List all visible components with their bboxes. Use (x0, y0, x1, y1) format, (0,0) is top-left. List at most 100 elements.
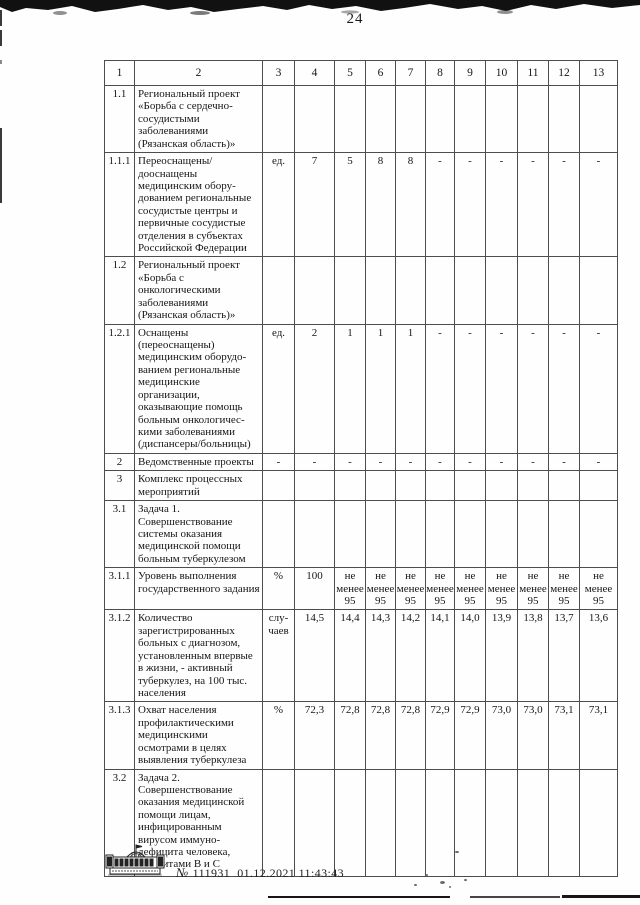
value-cell (334, 470, 366, 502)
value-cell (579, 500, 618, 569)
unit-cell (262, 470, 295, 502)
table-row: 2 Ведомственные проекты - - - - - - - - - - - (104, 452, 618, 472)
value-cell: - (579, 323, 618, 454)
value-cell (395, 84, 426, 154)
indicator-name-cell: Оснащены (переоснащены) медицинским обор… (134, 323, 263, 454)
column-header-cell: 9 (454, 60, 486, 86)
value-cell (579, 768, 618, 877)
scan-noise (464, 879, 467, 881)
value-cell: 7 (294, 152, 335, 258)
value-cell: 1 (334, 323, 366, 454)
column-header-cell: 6 (365, 60, 396, 86)
value-cell: - (548, 323, 580, 454)
value-cell (425, 470, 455, 502)
column-header-row: 1 2 3 4 5 6 7 8 9 10 11 12 13 (104, 60, 618, 86)
value-cell (517, 768, 549, 877)
value-cell: 14,3 (365, 609, 396, 703)
value-cell: - (365, 452, 396, 472)
value-cell (548, 500, 580, 569)
value-cell (395, 768, 426, 877)
unit-cell (262, 500, 295, 569)
column-header-cell: 2 (134, 60, 263, 86)
value-cell (425, 256, 455, 325)
value-cell (454, 470, 486, 502)
value-cell (517, 256, 549, 325)
value-cell: 72,8 (365, 701, 396, 770)
value-cell: 72,8 (395, 701, 426, 770)
indicator-name-cell: Ведомственные проекты (134, 452, 263, 472)
indicator-name-cell: Комплекс процессных мероприятий (134, 470, 263, 502)
indicator-name-cell: Региональный проект «Борьба с сердечно-с… (134, 84, 263, 154)
value-cell (454, 500, 486, 569)
value-cell (395, 470, 426, 502)
value-cell (485, 500, 518, 569)
value-cell (294, 768, 335, 877)
value-cell: - (548, 152, 580, 258)
value-cell: 14,4 (334, 609, 366, 703)
row-number-cell: 1.2 (104, 256, 135, 325)
value-cell: - (395, 452, 426, 472)
value-cell: 73,1 (548, 701, 580, 770)
scan-noise (414, 884, 417, 886)
column-header-cell: 4 (294, 60, 335, 86)
column-header-cell: 8 (425, 60, 455, 86)
table-row: 1.1 Региональный проект «Борьба с сердечн… (104, 84, 618, 154)
left-edge-artifact (0, 30, 2, 46)
scan-noise (440, 881, 445, 884)
value-cell (365, 84, 396, 154)
value-cell (548, 768, 580, 877)
value-cell: 14,2 (395, 609, 426, 703)
value-cell (395, 500, 426, 569)
indicator-name-cell: Задача 1. Совершенствование системы оказ… (134, 500, 263, 569)
table-row: 1.1.1 Переоснащены/дооснаще­ны медицински… (104, 152, 618, 258)
value-cell (294, 84, 335, 154)
value-cell: - (454, 323, 486, 454)
value-cell: 1 (365, 323, 396, 454)
page-number: 24 (346, 11, 364, 27)
registration-number: 111931 (192, 866, 231, 880)
value-cell: не менее 95 (395, 567, 426, 611)
value-cell: 13,8 (517, 609, 549, 703)
value-cell (548, 84, 580, 154)
value-cell (294, 256, 335, 325)
value-cell (395, 256, 426, 325)
value-cell: - (294, 452, 335, 472)
table-row: 3.1.1 Уровень выполнения государственного… (104, 567, 618, 611)
value-cell: 13,9 (485, 609, 518, 703)
value-cell: не менее 95 (548, 567, 580, 611)
column-header-cell: 13 (579, 60, 618, 86)
unit-cell: - (262, 452, 295, 472)
numero-sign: № (176, 865, 189, 880)
value-cell: не менее 95 (579, 567, 618, 611)
value-cell: 8 (395, 152, 426, 258)
value-cell (548, 256, 580, 325)
table-row: 3.2 Задача 2. Совершенствование оказания … (104, 768, 618, 877)
scan-noise (449, 886, 451, 888)
table-row: 3 Комплекс процессных мероприятий (104, 470, 618, 502)
value-cell (365, 256, 396, 325)
value-cell (485, 256, 518, 325)
value-cell: 8 (365, 152, 396, 258)
bottom-edge-artifact (268, 896, 450, 898)
table-row: 1.2 Региональный проект «Борьба с онколог… (104, 256, 618, 325)
value-cell: - (425, 323, 455, 454)
value-cell: не менее 95 (454, 567, 486, 611)
value-cell: 14,5 (294, 609, 335, 703)
value-cell: не менее 95 (425, 567, 455, 611)
value-cell: - (454, 152, 486, 258)
value-cell (334, 84, 366, 154)
value-cell (294, 470, 335, 502)
value-cell: - (485, 323, 518, 454)
left-edge-artifact (0, 60, 2, 64)
value-cell: - (425, 152, 455, 258)
indicators-table: 1 2 3 4 5 6 7 8 9 10 11 12 13 1.1 Региональный проект… (104, 60, 618, 877)
indicator-name-cell: Региональный проект «Борьба с онкологиче… (134, 256, 263, 325)
value-cell (425, 768, 455, 877)
column-header-cell: 7 (395, 60, 426, 86)
value-cell: 2 (294, 323, 335, 454)
value-cell: 14,0 (454, 609, 486, 703)
unit-cell (262, 256, 295, 325)
value-cell: не менее 95 (485, 567, 518, 611)
table-row: 1.2.1 Оснащены (переоснащены) медицинским… (104, 323, 618, 454)
